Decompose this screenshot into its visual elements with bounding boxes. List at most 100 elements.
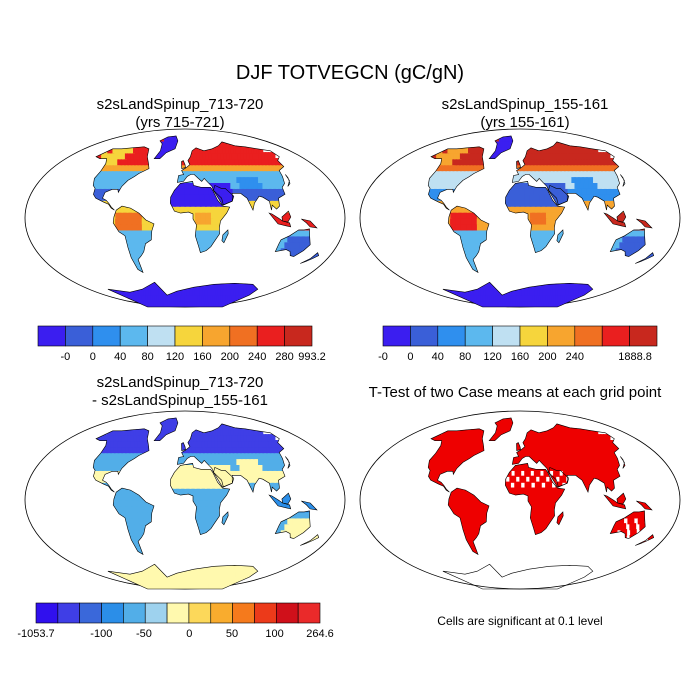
data-cell [524, 205, 532, 213]
data-cell [508, 294, 513, 302]
data-cell [199, 193, 207, 201]
data-cell [543, 187, 551, 195]
data-cell [205, 499, 213, 507]
data-cell [160, 576, 165, 584]
data-cell [570, 146, 576, 154]
data-cell [174, 481, 182, 489]
data-cell [179, 475, 187, 483]
data-cell [197, 570, 202, 578]
coastline-japan [285, 174, 291, 187]
data-cell [117, 164, 124, 172]
data-cell [192, 288, 197, 296]
data-cell [478, 164, 485, 172]
data-cell [549, 152, 554, 160]
data-cell [210, 288, 215, 296]
data-cell [120, 223, 128, 231]
data-cell [199, 241, 207, 249]
data-cell [138, 235, 146, 243]
data-cell [514, 205, 522, 213]
data-cell [267, 463, 274, 471]
data-cell [476, 217, 484, 225]
data-cell [216, 211, 224, 219]
data-cell [545, 223, 554, 231]
data-cell [504, 294, 509, 302]
data-cell [578, 164, 585, 172]
data-cell [515, 294, 520, 302]
data-cell [208, 152, 213, 160]
data-cell [116, 205, 124, 213]
data-cell [269, 193, 277, 201]
data-cell [437, 164, 444, 172]
data-cell [179, 181, 187, 189]
data-cell [205, 223, 213, 231]
data-cell [305, 229, 313, 237]
data-cell [246, 288, 251, 296]
data-cell [179, 193, 187, 201]
data-cell [534, 164, 540, 172]
data-cell [620, 211, 628, 219]
data-cell [526, 158, 532, 166]
data-cell [204, 193, 212, 201]
data-cell [593, 158, 599, 166]
data-cell [220, 169, 227, 178]
data-cell [532, 158, 538, 166]
data-cell [242, 187, 249, 195]
data-cell [141, 223, 150, 231]
data-cell [224, 169, 231, 178]
data-cell [214, 457, 221, 465]
data-cell [179, 570, 184, 578]
data-cell [462, 169, 469, 178]
data-cell [102, 457, 109, 465]
data-cell [123, 158, 130, 166]
data-cell [583, 181, 591, 189]
data-cell [207, 158, 214, 166]
data-cell [455, 146, 460, 154]
data-cell [563, 169, 570, 178]
data-cell [545, 199, 553, 207]
data-cell [472, 158, 478, 166]
data-cell [156, 576, 161, 584]
data-cell [227, 175, 234, 183]
data-cell [251, 158, 257, 166]
data-cell [271, 187, 278, 195]
data-cell [268, 158, 274, 166]
data-cell [195, 505, 203, 513]
data-cell [181, 570, 187, 578]
data-cell [194, 517, 202, 525]
data-cell [219, 175, 226, 183]
data-cell [542, 288, 547, 296]
data-cell [189, 288, 194, 296]
data-cell [555, 294, 560, 302]
data-cell [450, 211, 458, 219]
data-cell [429, 193, 437, 201]
data-cell [489, 152, 495, 160]
data-cell [205, 576, 210, 584]
data-cell [614, 241, 622, 249]
data-cell [603, 158, 609, 166]
data-cell [583, 288, 589, 296]
data-cell [460, 288, 465, 296]
data-cell [588, 146, 594, 154]
data-cell [205, 217, 213, 225]
data-cell [244, 181, 251, 189]
data-cell [275, 187, 283, 195]
data-cell [117, 146, 122, 154]
data-cell [176, 570, 182, 578]
data-cell [189, 481, 197, 489]
panel2-title-line2: (yrs 155-161) [480, 114, 570, 131]
data-cell [110, 164, 116, 172]
data-cell [221, 181, 228, 189]
map-panel-1 [24, 128, 346, 308]
data-cell [240, 146, 246, 154]
data-cell [454, 175, 461, 183]
data-cell [206, 164, 213, 172]
data-cell [287, 517, 295, 525]
coastline-australia [609, 228, 646, 257]
data-cell [207, 146, 212, 154]
data-cell [614, 175, 621, 183]
data-cell [240, 282, 246, 290]
data-cell [514, 187, 522, 195]
data-cell [194, 199, 202, 207]
data-cell [445, 164, 451, 172]
data-cell [244, 463, 251, 471]
